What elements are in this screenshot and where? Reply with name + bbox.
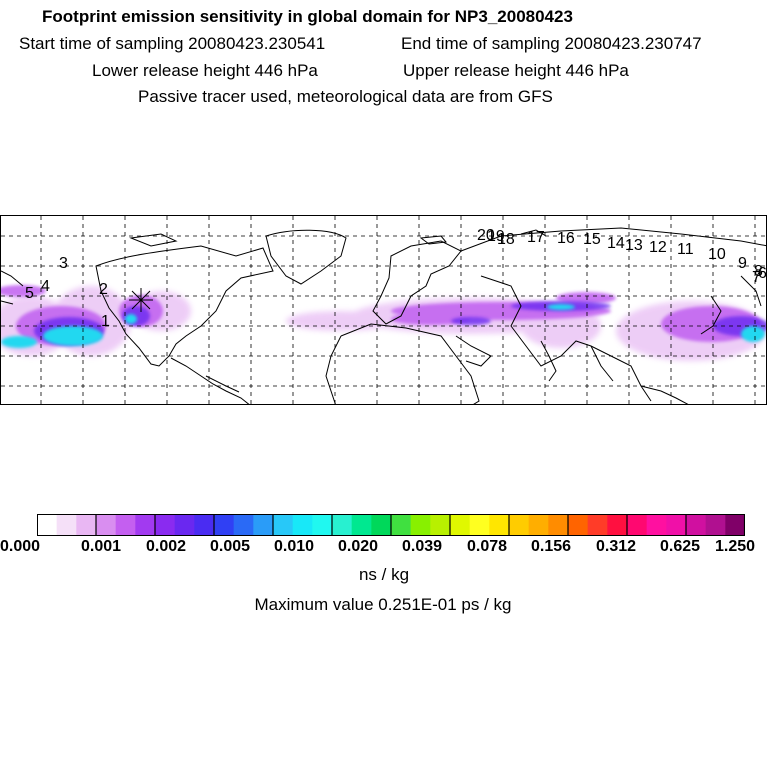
- tracer-info: Passive tracer used, meteorological data…: [138, 87, 553, 106]
- color-scale-cell: [627, 514, 648, 536]
- color-scale-cell: [587, 514, 608, 536]
- color-scale-cell: [666, 514, 687, 536]
- color-scale-cell: [489, 514, 510, 536]
- color-scale-cell: [292, 514, 313, 536]
- color-scale-cell: [214, 514, 235, 536]
- color-scale-cell: [233, 514, 254, 536]
- coastlines: [1, 227, 766, 404]
- color-scale-cell: [312, 514, 333, 536]
- traj-label-10: 10: [708, 246, 726, 263]
- maximum-value: Maximum value 0.251E-01 ps / kg: [254, 595, 512, 614]
- color-scale-cell: [705, 514, 726, 536]
- color-scale-cell: [56, 514, 77, 536]
- scale-label: 0.625: [659, 538, 701, 555]
- traj-label-2: 2: [99, 281, 108, 298]
- scale-label: 0.020: [337, 538, 379, 555]
- color-scale-cell: [96, 514, 117, 536]
- color-scale-cell: [174, 514, 195, 536]
- color-scale-cell: [607, 514, 628, 536]
- color-scale-cell: [430, 514, 451, 536]
- color-scale-cell: [568, 514, 589, 536]
- scale-label: 0.005: [209, 538, 251, 555]
- scale-label: 0.039: [401, 538, 443, 555]
- traj-label-3: 3: [59, 255, 68, 272]
- world-map: 1 2 3 4 5 6 7 8 9 10 11 12 13 14 15 16 1…: [0, 215, 767, 405]
- color-scale-cell: [548, 514, 569, 536]
- color-scale-cell: [410, 514, 431, 536]
- release-point-marker: [129, 288, 153, 312]
- scale-label: 1.250: [714, 538, 756, 555]
- scale-units: ns / kg: [358, 565, 410, 584]
- scale-label: 0.000: [0, 538, 41, 555]
- traj-label-4: 4: [41, 278, 50, 295]
- traj-label-1: 1: [101, 313, 110, 330]
- color-scale-cell: [76, 514, 97, 536]
- color-scale-cell: [391, 514, 412, 536]
- color-scale-cell: [371, 514, 392, 536]
- scale-label: 0.010: [273, 538, 315, 555]
- map-title: Footprint emission sensitivity in global…: [42, 7, 573, 26]
- traj-label-16: 16: [557, 230, 575, 247]
- traj-label-20: 20: [477, 227, 495, 244]
- color-scale-cell: [332, 514, 353, 536]
- traj-label-15: 15: [583, 231, 601, 248]
- color-scale-cell: [273, 514, 294, 536]
- traj-label-13: 13: [625, 237, 643, 254]
- traj-label-14: 14: [607, 235, 625, 252]
- color-scale-cell: [351, 514, 372, 536]
- sampling-end: End time of sampling 20080423.230747: [401, 34, 702, 53]
- scale-label: 0.002: [145, 538, 187, 555]
- traj-label-18: 18: [497, 231, 515, 248]
- traj-label-8: 8: [754, 263, 763, 280]
- color-scale-cell: [450, 514, 471, 536]
- color-scale-bar: [37, 514, 745, 536]
- traj-label-6: 6: [758, 265, 767, 282]
- color-scale-cell: [528, 514, 549, 536]
- color-scale-border: [37, 514, 745, 536]
- color-scale-cell: [115, 514, 136, 536]
- scale-label: 0.312: [595, 538, 637, 555]
- sampling-start: Start time of sampling 20080423.230541: [19, 34, 326, 53]
- traj-label-19: 19: [487, 228, 505, 245]
- color-scale-cell: [155, 514, 176, 536]
- color-scale-cell: [725, 514, 745, 536]
- color-scale-cell: [469, 514, 490, 536]
- color-scale-cell: [686, 514, 707, 536]
- scale-label: 0.078: [466, 538, 508, 555]
- traj-label-9: 9: [738, 255, 747, 272]
- map-canvas: 1 2 3 4 5 6 7 8 9 10 11 12 13 14 15 16 1…: [1, 216, 767, 404]
- traj-label-7: 7: [752, 269, 761, 286]
- color-scale-cell: [194, 514, 215, 536]
- color-scale-cell: [646, 514, 667, 536]
- scale-label: 0.001: [80, 538, 122, 555]
- scale-label: 0.156: [530, 538, 572, 555]
- color-scale-cell: [37, 514, 58, 536]
- color-scale-cell: [509, 514, 530, 536]
- lower-release-height: Lower release height 446 hPa: [92, 61, 318, 80]
- traj-label-11: 11: [677, 241, 694, 258]
- traj-label-12: 12: [649, 239, 667, 256]
- color-scale-cell: [135, 514, 156, 536]
- traj-label-17: 17: [527, 229, 545, 246]
- traj-label-5: 5: [25, 285, 34, 302]
- upper-release-height: Upper release height 446 hPa: [403, 61, 629, 80]
- trajectory-labels: 1 2 3 4 5 6 7 8 9 10 11 12 13 14 15 16 1…: [25, 227, 767, 330]
- color-scale-cell: [253, 514, 274, 536]
